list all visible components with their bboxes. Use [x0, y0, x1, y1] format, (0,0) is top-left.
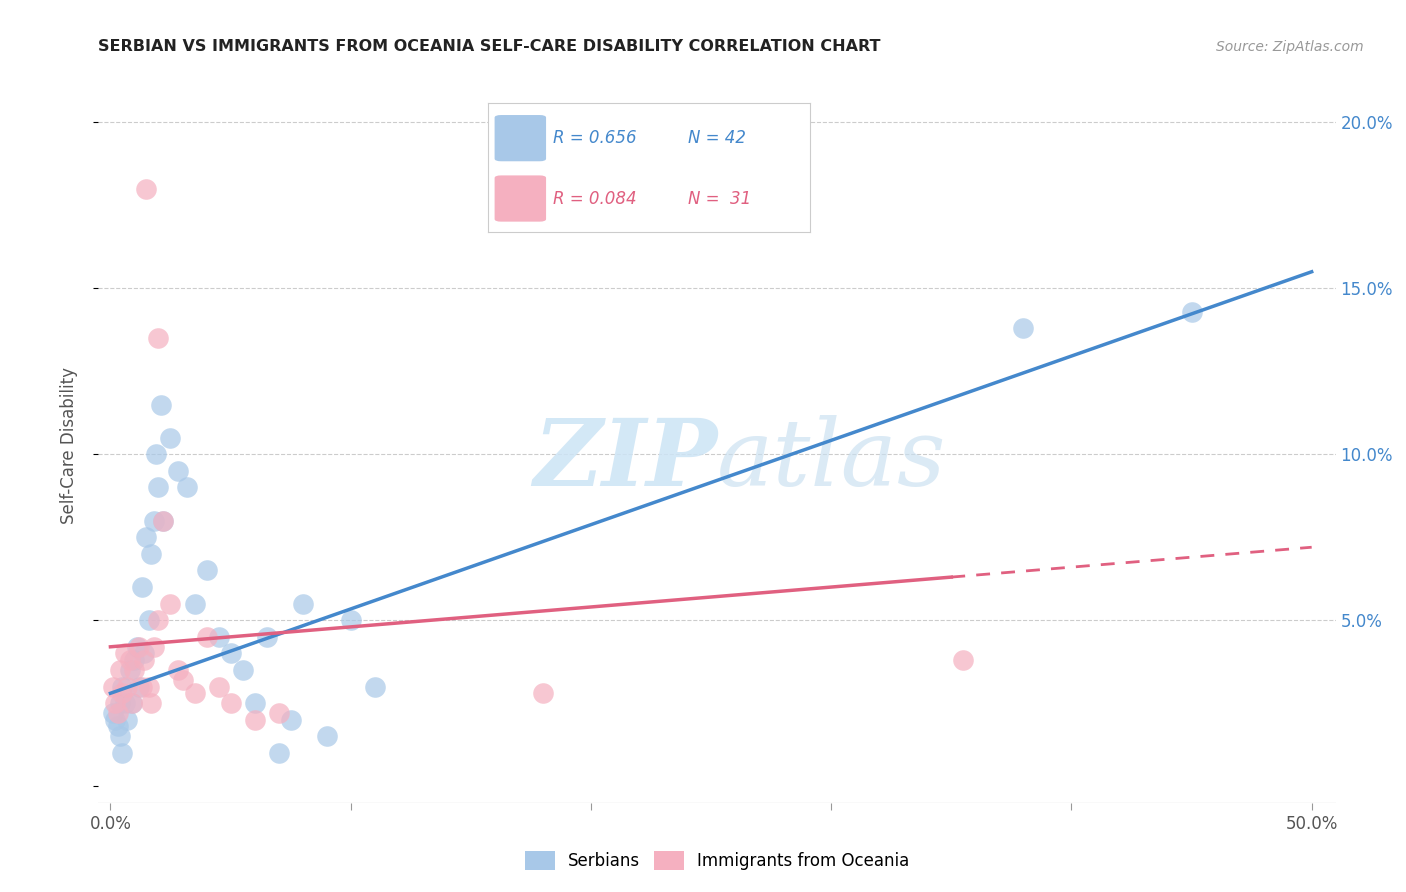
Point [104, 696, 127, 710]
Text: ZIP: ZIP [533, 416, 717, 505]
Point [108, 730, 131, 744]
Point [148, 613, 170, 627]
Point [207, 630, 229, 644]
Point [364, 680, 387, 694]
Point [142, 514, 165, 528]
Text: R = 0.084: R = 0.084 [553, 189, 636, 208]
Point [291, 597, 314, 611]
Legend: Serbians, Immigrants from Oceania: Serbians, Immigrants from Oceania [519, 844, 915, 877]
Point [124, 653, 146, 667]
Point [149, 397, 172, 411]
Point [243, 713, 266, 727]
Point [131, 680, 153, 694]
Point [159, 431, 181, 445]
Point [219, 647, 242, 661]
Point [1180, 304, 1202, 318]
Point [135, 530, 157, 544]
Point [172, 673, 194, 687]
FancyBboxPatch shape [495, 115, 546, 161]
Point [124, 663, 146, 677]
Point [107, 706, 129, 721]
Point [131, 580, 153, 594]
Point [111, 686, 134, 700]
Point [138, 613, 160, 627]
Text: atlas: atlas [717, 416, 946, 505]
Point [148, 481, 170, 495]
Point [531, 686, 554, 700]
Point [114, 696, 136, 710]
Point [117, 713, 139, 727]
Point [128, 680, 150, 694]
Point [135, 182, 157, 196]
Point [118, 653, 141, 667]
Point [111, 680, 134, 694]
Point [195, 630, 218, 644]
Point [315, 730, 337, 744]
Point [232, 663, 254, 677]
Point [267, 746, 290, 760]
Point [121, 696, 143, 710]
Text: N =  31: N = 31 [688, 189, 751, 208]
Point [219, 696, 242, 710]
Point [183, 686, 205, 700]
Point [1012, 321, 1035, 335]
Point [114, 647, 136, 661]
FancyBboxPatch shape [495, 176, 546, 221]
Point [166, 464, 188, 478]
Point [118, 663, 141, 677]
Point [176, 481, 198, 495]
Point [104, 713, 127, 727]
Point [159, 597, 181, 611]
Point [166, 663, 188, 677]
Point [152, 514, 174, 528]
Point [256, 630, 278, 644]
Point [107, 719, 129, 733]
Point [101, 680, 124, 694]
Text: Source: ZipAtlas.com: Source: ZipAtlas.com [1216, 39, 1364, 54]
Point [207, 680, 229, 694]
Point [243, 696, 266, 710]
Point [111, 746, 134, 760]
Point [128, 640, 150, 654]
Point [152, 514, 174, 528]
Point [141, 696, 163, 710]
Point [138, 680, 160, 694]
Point [132, 653, 155, 667]
Point [145, 447, 167, 461]
Point [183, 597, 205, 611]
Point [142, 640, 165, 654]
Text: N = 42: N = 42 [688, 129, 745, 147]
Point [108, 663, 131, 677]
Point [267, 706, 290, 721]
Point [125, 640, 148, 654]
Point [148, 331, 170, 345]
Point [195, 564, 218, 578]
Text: SERBIAN VS IMMIGRANTS FROM OCEANIA SELF-CARE DISABILITY CORRELATION CHART: SERBIAN VS IMMIGRANTS FROM OCEANIA SELF-… [98, 38, 882, 54]
Point [339, 613, 361, 627]
Point [280, 713, 302, 727]
Point [117, 680, 139, 694]
Text: R = 0.656: R = 0.656 [553, 129, 636, 147]
Point [108, 696, 131, 710]
Point [952, 653, 974, 667]
Point [141, 547, 163, 561]
Y-axis label: Self-Care Disability: Self-Care Disability [59, 368, 77, 524]
Point [101, 706, 124, 721]
Point [121, 696, 143, 710]
Point [132, 647, 155, 661]
